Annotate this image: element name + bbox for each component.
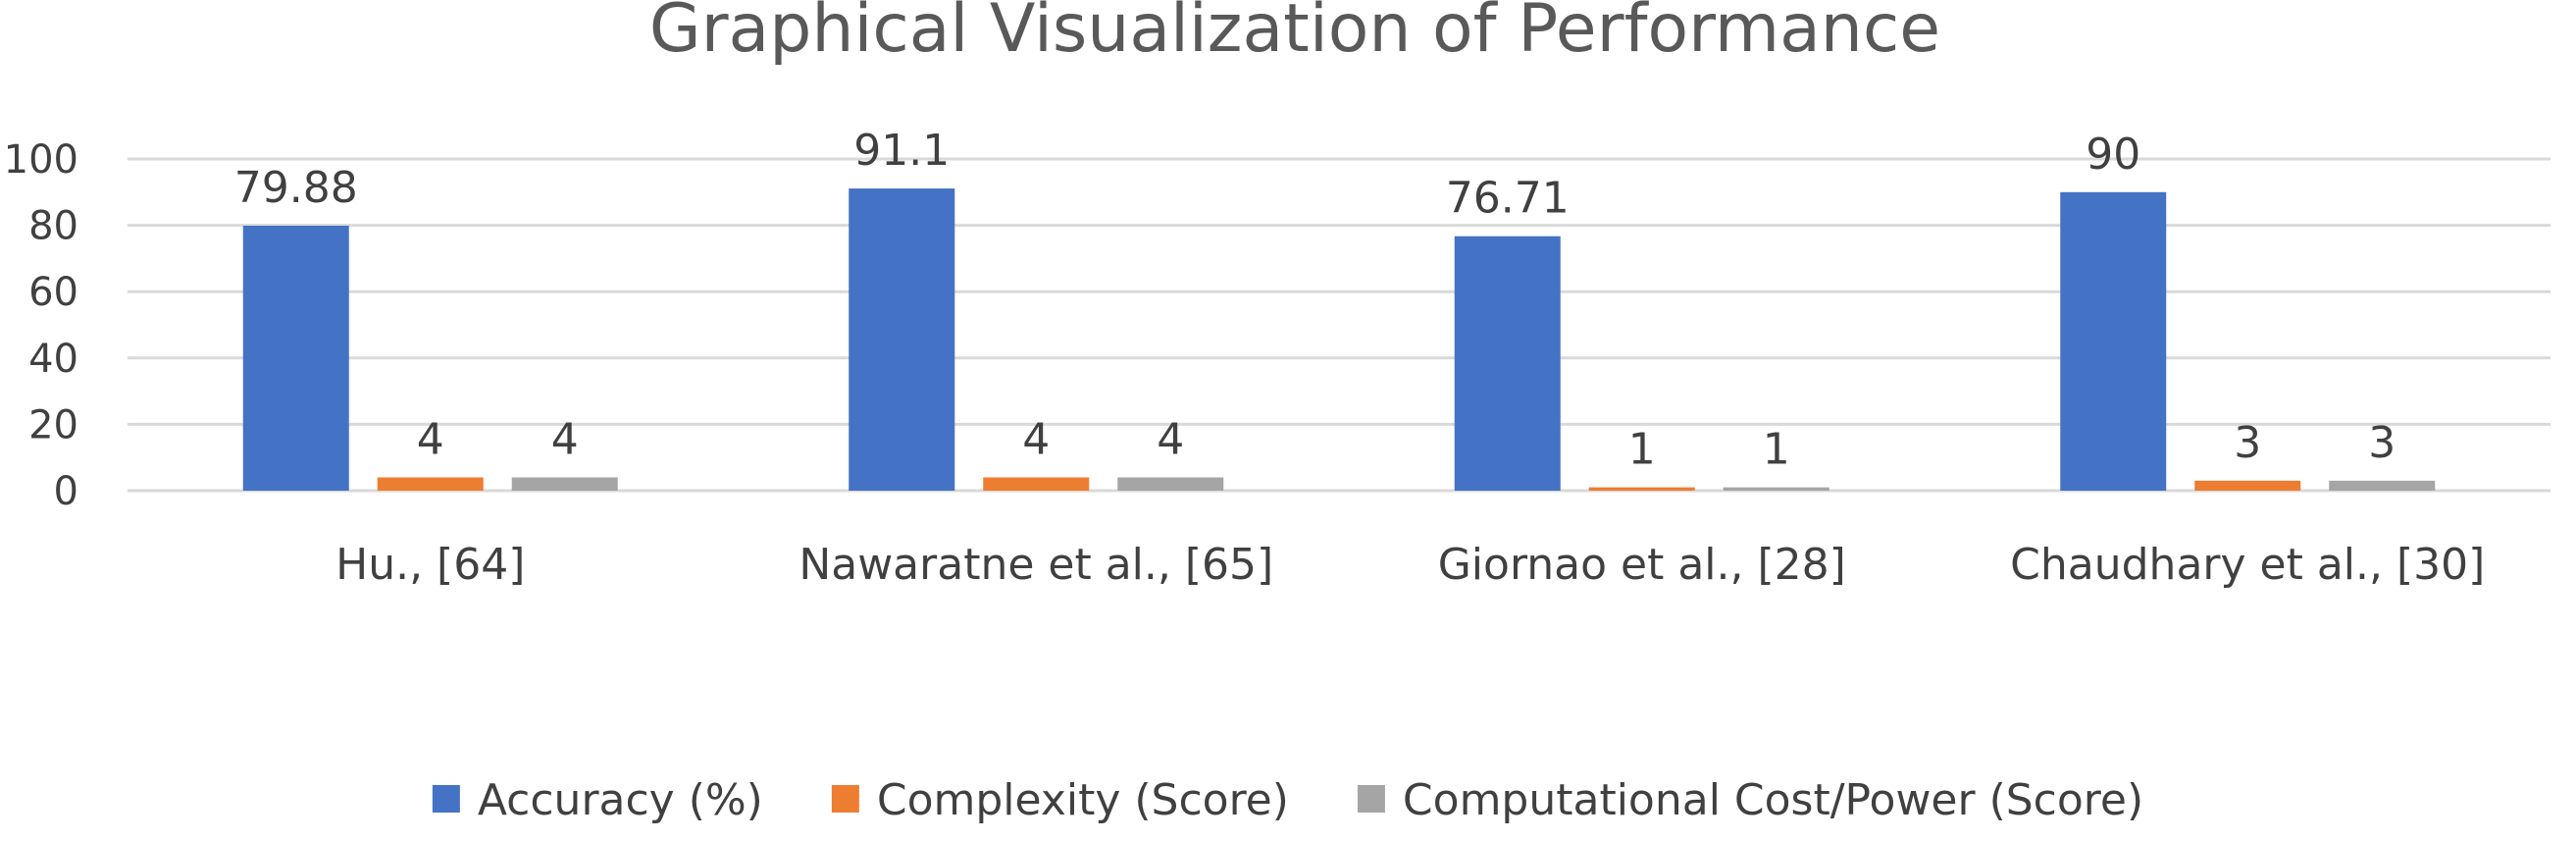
bar: [849, 188, 955, 491]
y-axis-ticks: 0 20 40 60 80 100: [4, 137, 78, 514]
data-label: 3: [2234, 418, 2261, 468]
legend-swatch: [831, 785, 859, 813]
data-label: 4: [551, 414, 579, 464]
y-tick-label: 20: [28, 402, 78, 447]
category-label: Hu., [64]: [335, 540, 525, 590]
data-labels: 79.88 4 4 91.1 4 4 76.71 1 1 90 3 3: [234, 126, 2396, 475]
bar: [511, 477, 618, 491]
data-label: 91.1: [853, 126, 950, 176]
legend-item: Accuracy (%): [432, 775, 763, 825]
legend-swatch: [1357, 785, 1385, 813]
bars: [242, 188, 2436, 492]
legend-label: Computational Cost/Power (Score): [1403, 775, 2143, 825]
legend-label: Complexity (Score): [877, 775, 1289, 825]
legend: Accuracy (%) Complexity (Score) Computatio…: [432, 775, 2143, 825]
legend-item: Computational Cost/Power (Score): [1357, 775, 2143, 825]
y-tick-label: 100: [4, 137, 78, 183]
data-label: 79.88: [234, 163, 358, 213]
x-axis-categories: Hu., [64] Nawaratne et al., [65] Giornao e…: [335, 540, 2485, 590]
bar: [2060, 191, 2167, 492]
bar: [1588, 487, 1695, 491]
category-label: Nawaratne et al., [65]: [799, 540, 1273, 590]
legend-swatch: [432, 785, 460, 813]
bar: [377, 477, 484, 491]
category-label: Chaudhary et al., [30]: [2010, 540, 2485, 590]
legend-item: Complexity (Score): [831, 775, 1289, 825]
gridlines: [128, 157, 2550, 493]
bar: [2194, 480, 2301, 491]
y-tick-label: 40: [28, 337, 78, 382]
bar: [1723, 487, 1829, 491]
data-label: 1: [1628, 425, 1656, 475]
data-label: 4: [417, 414, 444, 464]
y-tick-label: 80: [28, 204, 78, 249]
category-label: Giornao et al., [28]: [1438, 540, 1846, 590]
data-label: 90: [2086, 130, 2140, 180]
legend-label: Accuracy (%): [478, 775, 763, 825]
data-label: 76.71: [1446, 174, 1570, 224]
bar: [983, 477, 1090, 491]
data-label: 4: [1157, 414, 1184, 464]
data-label: 1: [1763, 425, 1790, 475]
data-label: 4: [1022, 414, 1050, 464]
data-label: 3: [2368, 418, 2396, 468]
chart-title: Graphical Visualization of Performance: [649, 0, 1940, 68]
bar: [1454, 236, 1561, 491]
y-tick-label: 60: [28, 270, 78, 315]
y-tick-label: 0: [54, 469, 78, 514]
bar: [242, 226, 349, 491]
bar: [2329, 480, 2436, 491]
bar: [1117, 477, 1224, 491]
